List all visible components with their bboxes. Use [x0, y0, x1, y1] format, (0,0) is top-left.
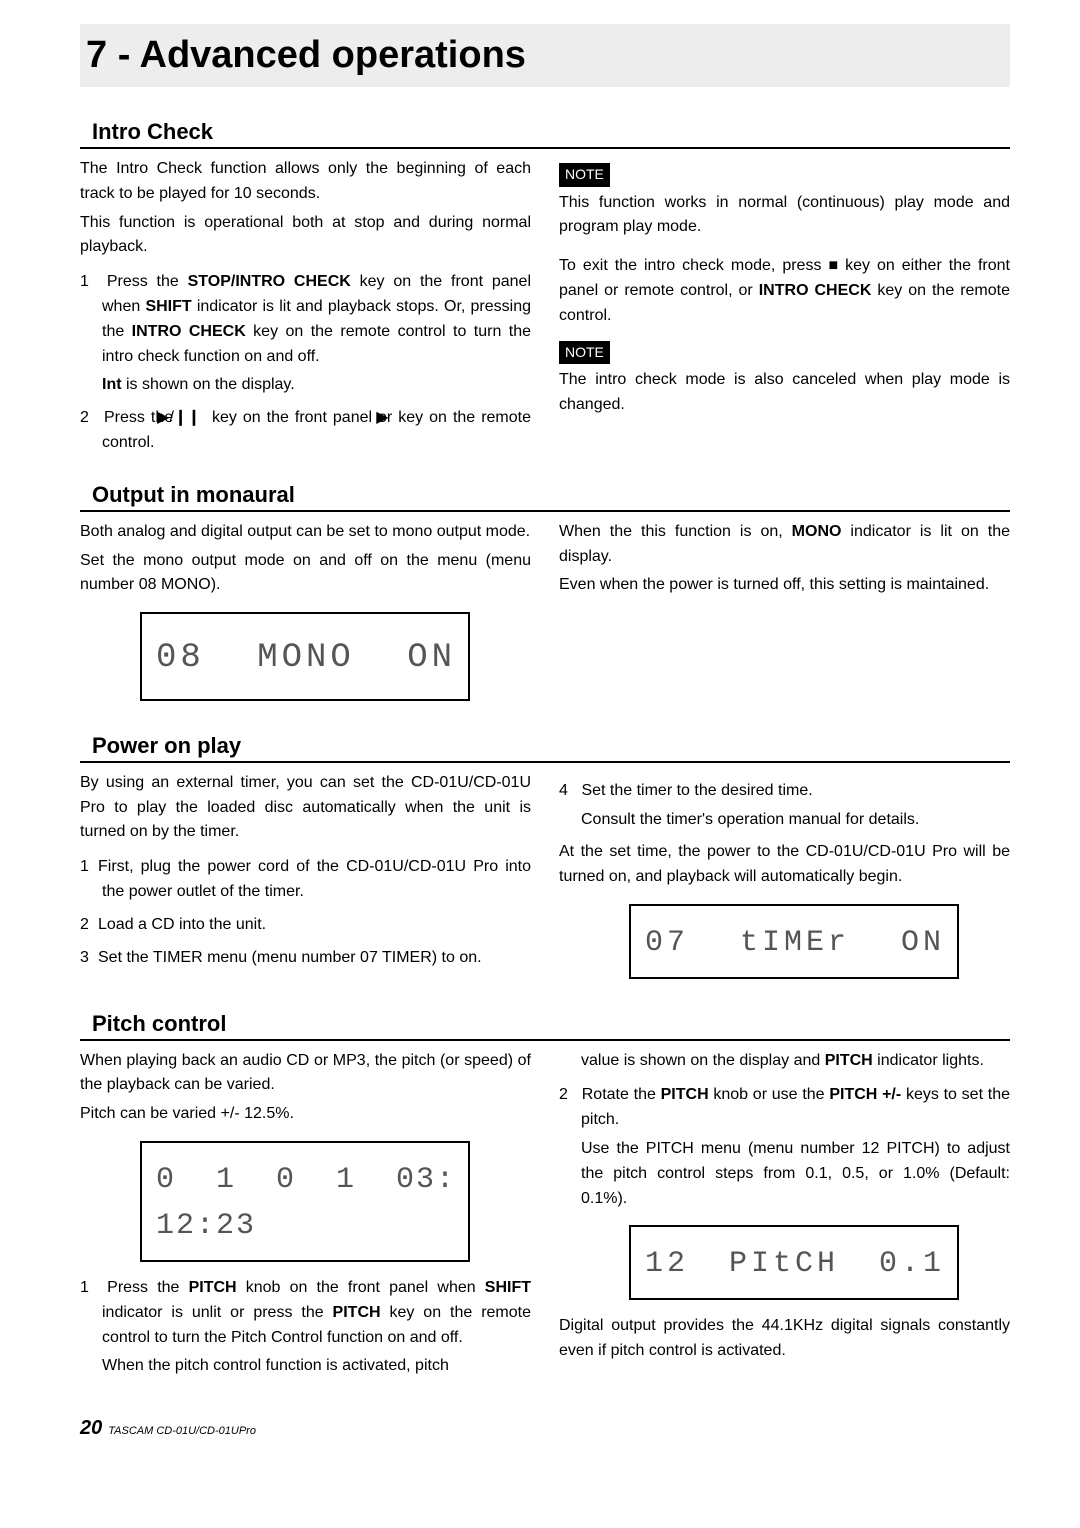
intro-check-exit: To exit the intro check mode, press ■ ke…	[559, 254, 1010, 328]
section-intro-check: The Intro Check function allows only the…	[80, 155, 1010, 464]
intro-check-note1: This function works in normal (continuou…	[559, 191, 1010, 241]
section-pitch-heading: Pitch control	[80, 1011, 1010, 1041]
page-footer: 20 TASCAM CD-01U/CD-01UPro	[80, 1417, 1080, 1440]
power-steps-right: Set the timer to the desired time. Consu…	[559, 779, 1010, 833]
mono-r1: When the this function is on, MONO indic…	[559, 520, 1010, 570]
pitch-p2: Pitch can be varied +/- 12.5%.	[80, 1102, 531, 1127]
page-number: 20	[80, 1417, 102, 1440]
pitch-p1: When playing back an audio CD or MP3, th…	[80, 1049, 531, 1099]
stop-icon: ■	[828, 254, 838, 279]
intro-check-steps: Press the STOP/INTRO CHECK key on the fr…	[80, 270, 531, 456]
chapter-header: 7 - Advanced operations	[80, 24, 1010, 87]
note-label: NOTE	[559, 341, 610, 365]
chapter-title: 7 - Advanced operations	[86, 34, 1010, 77]
power-step-2: Load a CD into the unit.	[80, 913, 531, 938]
mono-p1: Both analog and digital output can be se…	[80, 520, 531, 545]
section-power: By using an external timer, you can set …	[80, 769, 1010, 993]
section-power-heading: Power on play	[80, 733, 1010, 763]
power-p1: By using an external timer, you can set …	[80, 771, 531, 845]
lcd-mono: 08 MONO ON	[140, 612, 470, 701]
intro-check-note2: The intro check mode is also canceled wh…	[559, 368, 1010, 418]
power-left-col: By using an external timer, you can set …	[80, 769, 531, 993]
power-step-4: Set the timer to the desired time. Consu…	[559, 779, 1010, 833]
mono-right-col: When the this function is on, MONO indic…	[559, 518, 1010, 715]
mono-left-col: Both analog and digital output can be se…	[80, 518, 531, 715]
section-mono: Both analog and digital output can be se…	[80, 518, 1010, 715]
section-intro-check-heading: Intro Check	[80, 119, 1010, 149]
intro-check-p1: The Intro Check function allows only the…	[80, 157, 531, 207]
section-mono-heading: Output in monaural	[80, 482, 1010, 512]
intro-check-step-1: Press the STOP/INTRO CHECK key on the fr…	[80, 270, 531, 398]
power-step-1: First, plug the power cord of the CD-01U…	[80, 855, 531, 905]
pitch-steps-right: Rotate the PITCH knob or use the PITCH +…	[559, 1083, 1010, 1211]
page: 7 - Advanced operations Intro Check The …	[0, 24, 1080, 1440]
note-label: NOTE	[559, 163, 610, 187]
chapter-number: 7	[86, 34, 107, 76]
chapter-name: Advanced operations	[140, 34, 526, 76]
play-pause-icon: ▶/❙❙	[179, 406, 206, 431]
power-right-col: Set the timer to the desired time. Consu…	[559, 769, 1010, 993]
lcd-timer: 07 tIMEr ON	[629, 904, 959, 979]
power-steps-left: First, plug the power cord of the CD-01U…	[80, 855, 531, 970]
power-step-3: Set the TIMER menu (menu number 07 TIMER…	[80, 946, 531, 971]
lcd-pitch-menu: 12 PItCH 0.1	[629, 1225, 959, 1300]
intro-check-step-2: Press the ▶/❙❙ key on the front panel or…	[80, 406, 531, 456]
section-pitch: When playing back an audio CD or MP3, th…	[80, 1047, 1010, 1388]
pitch-cont: value is shown on the display and PITCH …	[559, 1049, 1010, 1074]
mono-p2: Set the mono output mode on and off on t…	[80, 549, 531, 599]
mono-r2: Even when the power is turned off, this …	[559, 573, 1010, 598]
content-area: Intro Check The Intro Check function all…	[80, 97, 1010, 1387]
pitch-right-col: value is shown on the display and PITCH …	[559, 1047, 1010, 1388]
pitch-steps-left: Press the PITCH knob on the front panel …	[80, 1276, 531, 1379]
intro-check-left-col: The Intro Check function allows only the…	[80, 155, 531, 464]
lcd-pitch-time: 0 1 0 1 03: 12:23	[140, 1141, 470, 1262]
pitch-last: Digital output provides the 44.1KHz digi…	[559, 1314, 1010, 1364]
pitch-step-1: Press the PITCH knob on the front panel …	[80, 1276, 531, 1379]
pitch-step-2: Rotate the PITCH knob or use the PITCH +…	[559, 1083, 1010, 1211]
power-r1: At the set time, the power to the CD-01U…	[559, 840, 1010, 890]
footer-model: TASCAM CD-01U/CD-01UPro	[108, 1425, 256, 1437]
pitch-left-col: When playing back an audio CD or MP3, th…	[80, 1047, 531, 1388]
intro-check-right-col: NOTE This function works in normal (cont…	[559, 155, 1010, 464]
intro-check-p2: This function is operational both at sto…	[80, 211, 531, 261]
